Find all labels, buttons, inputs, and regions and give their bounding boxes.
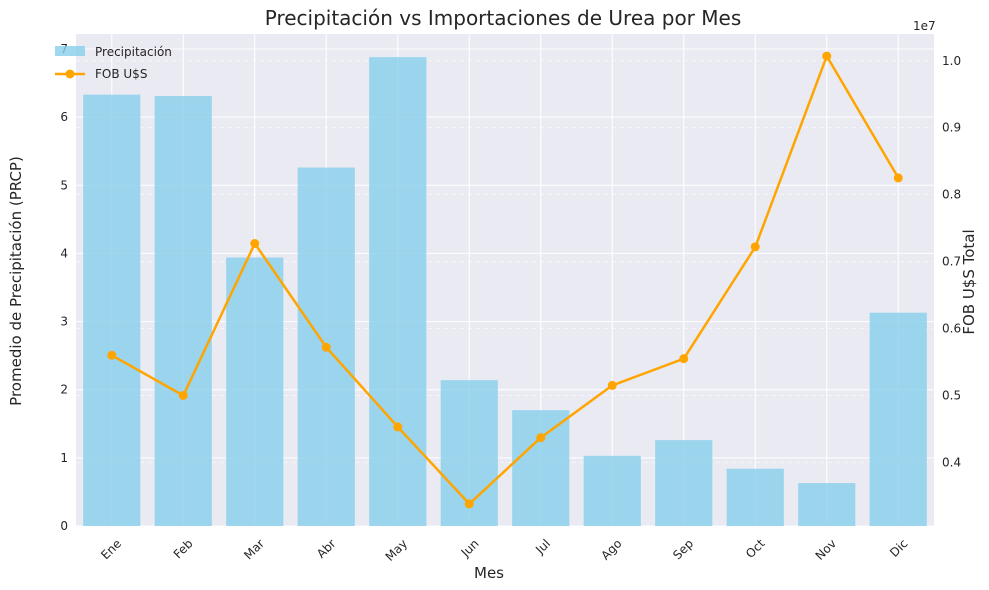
legend-line-marker [65,69,75,79]
y-left-tick-label: 0 [60,519,68,533]
chart-title: Precipitación vs Importaciones de Urea p… [265,6,742,30]
y-right-axis-label: FOB U$S Total [960,229,978,334]
y-left-tick-label: 2 [60,383,68,397]
fob-point-may [393,422,403,432]
fob-point-nov [822,51,832,61]
fob-point-ene [107,350,117,360]
bar-feb [154,96,212,526]
y-left-axis-label: Promedio de Precipitación (PRCP) [7,156,25,406]
fob-point-jun [464,499,474,509]
fob-point-ago [607,380,617,390]
fob-point-sep [679,354,689,364]
bar-nov [798,483,856,526]
fob-point-feb [178,390,188,400]
bar-dic [869,312,927,526]
bar-oct [726,468,784,526]
y-right-tick-label: 0.4 [942,455,961,469]
y-left-tick-label: 5 [60,178,68,192]
bar-ago [583,455,641,526]
y-right-tick-label: 1.0 [942,54,961,68]
fob-point-jul [536,433,546,443]
x-axis-label: Mes [474,564,504,582]
fob-point-dic [893,173,903,183]
fob-point-abr [321,342,331,352]
y-right-tick-label: 0.5 [942,388,961,402]
plot-area [76,34,934,526]
bar-mar [226,257,284,526]
bar-ene [83,94,141,527]
legend: Precipitación FOB U$S [55,45,172,81]
y-left-tick-label: 3 [60,315,68,329]
fob-point-oct [750,242,760,252]
y-left-tick-label: 6 [60,110,68,124]
bar-jul [512,410,570,526]
y-right-offset-label: 1e7 [913,19,936,33]
legend-label-fob: FOB U$S [95,67,147,81]
y-right-tick-label: 0.8 [942,188,961,202]
y-left-tick-label: 1 [60,451,68,465]
y-right-tick-label: 0.7 [942,255,961,269]
legend-bar-swatch [55,46,85,56]
y-right-axis-ticks: 0.4 0.5 0.6 0.7 0.8 0.9 1.0 [942,54,961,470]
line-series [107,51,903,509]
y-left-tick-label: 4 [60,246,68,260]
bar-may [369,57,427,526]
bar-sep [655,440,713,526]
fob-point-mar [250,239,260,249]
y-right-tick-label: 0.6 [942,322,961,336]
fob-line [111,54,900,506]
legend-label-precipitacion: Precipitación [95,45,172,59]
y-right-tick-label: 0.9 [942,121,961,135]
